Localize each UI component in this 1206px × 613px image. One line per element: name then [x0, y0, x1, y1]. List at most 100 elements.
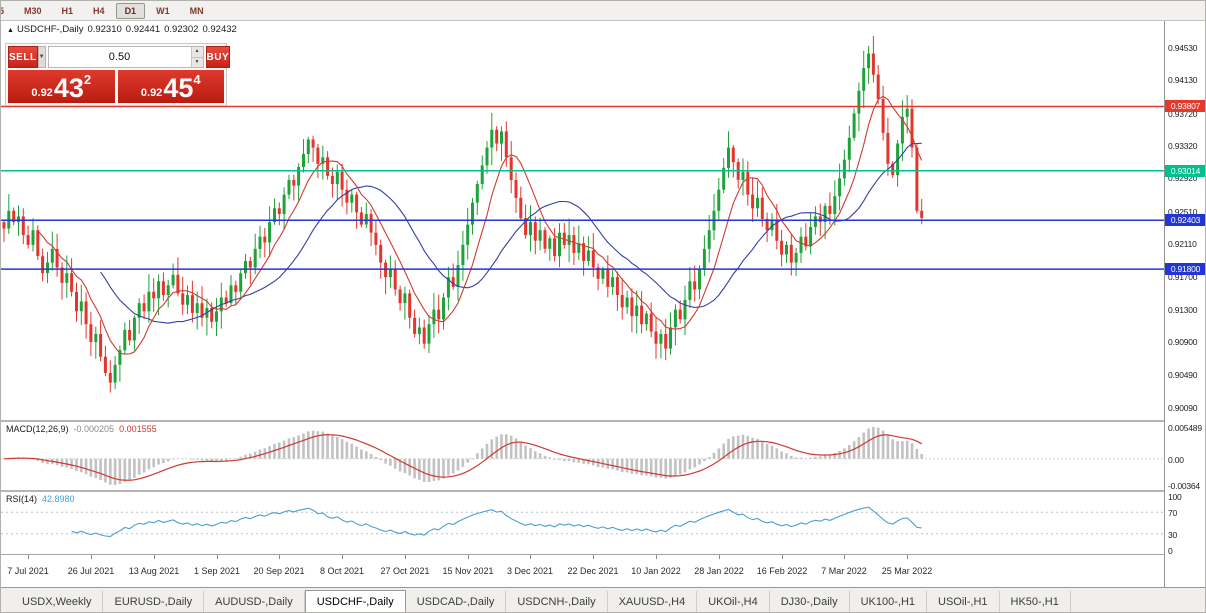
date-label: 20 Sep 2021: [253, 566, 305, 576]
price-axis-label: 0.93720: [1168, 109, 1198, 119]
tab-dj30-daily[interactable]: DJ30-,Daily: [770, 591, 850, 612]
tab-xauusd-h4[interactable]: XAUUSD-,H4: [608, 591, 698, 612]
date-label: 26 Jul 2021: [67, 566, 115, 576]
period-button-d1[interactable]: D1: [115, 2, 146, 19]
date-tick: [593, 555, 594, 559]
hline-price-tag: 0.91800: [1165, 263, 1205, 275]
date-label: 8 Oct 2021: [319, 566, 365, 576]
volume-increase-button[interactable]: ▲: [191, 47, 203, 58]
volume-dropdown-button[interactable]: ▼: [37, 46, 46, 68]
macd-chart[interactable]: [1, 422, 1164, 490]
sell-price-prefix: 0.92: [31, 87, 53, 99]
date-label: 16 Feb 2022: [756, 566, 808, 576]
price-axis-label: 0.94530: [1168, 43, 1198, 53]
tab-uk100-h1[interactable]: UK100-,H1: [850, 591, 928, 612]
date-tick: [719, 555, 720, 559]
hline-price-tag: 0.92403: [1165, 214, 1205, 226]
price-axis-label: 0.91700: [1168, 272, 1198, 282]
rsi-chart[interactable]: [1, 492, 1164, 554]
period-button-mn[interactable]: MN: [189, 5, 204, 16]
volume-field: ▲ ▼: [47, 46, 204, 68]
period-button-5[interactable]: 5: [1, 3, 13, 19]
time-axis[interactable]: 7 Jul 2021 26 Jul 2021 13 Aug 2021 1 Sep 20…: [1, 555, 1164, 587]
date-label: 27 Oct 2021: [380, 566, 430, 576]
period-toolbar: 5 M30 H1 H4 D1 W1 MN: [1, 1, 1205, 21]
tab-usoil-h1[interactable]: USOil-,H1: [927, 591, 1000, 612]
date-tick: [217, 555, 218, 559]
price-axis[interactable]: 0.94530 0.94130 0.93720 0.93320 0.92920 0.925…: [1164, 21, 1205, 587]
sell-price-sup: 2: [83, 72, 92, 87]
price-axis-label: 0.92920: [1168, 173, 1198, 183]
date-tick: [468, 555, 469, 559]
sell-price-big: 43: [53, 73, 84, 103]
period-button-m30[interactable]: M30: [24, 5, 42, 16]
sell-button[interactable]: SELL: [8, 46, 38, 68]
macd-panel: MACD(12,26,9) -0.000205 0.001555: [1, 422, 1164, 490]
macd-axis-label: 0.005489: [1168, 423, 1202, 433]
date-tick: [782, 555, 783, 559]
hline-price-tag: 0.93807: [1165, 100, 1205, 112]
rsi-axis-label: 70: [1168, 508, 1178, 518]
volume-input[interactable]: [48, 47, 191, 67]
hline-price-tag: 0.93014: [1165, 165, 1205, 177]
tab-audusd-daily[interactable]: AUDUSD-,Daily: [204, 591, 305, 612]
tab-hk50-h1[interactable]: HK50-,H1: [1000, 591, 1071, 612]
tab-eurusd-daily[interactable]: EURUSD-,Daily: [103, 591, 205, 612]
rsi-axis-label: 0: [1168, 546, 1173, 556]
price-axis-label: 0.90090: [1168, 403, 1198, 413]
volume-decrease-button[interactable]: ▼: [191, 57, 203, 67]
date-label: 7 Jul 2021: [7, 566, 49, 576]
buy-price-big: 45: [163, 73, 194, 103]
quote-open: 0.92310: [87, 24, 122, 35]
quote-close: 0.92432: [202, 24, 237, 35]
date-label: 10 Jan 2022: [631, 566, 681, 576]
candlestick-chart[interactable]: [1, 21, 1164, 420]
chart-area[interactable]: ▲ USDCHF-,Daily 0.92310 0.92441 0.92302 0.924…: [1, 21, 1164, 420]
tab-usdchf-daily[interactable]: USDCHF-,Daily: [304, 590, 406, 612]
date-label: 15 Nov 2021: [442, 566, 494, 576]
date-label: 13 Aug 2021: [128, 566, 180, 576]
panel-separator[interactable]: [1, 554, 1205, 555]
tab-ukoil-h4[interactable]: UKOil-,H4: [697, 591, 770, 612]
tab-usdcad-daily[interactable]: USDCAD-,Daily: [406, 591, 507, 612]
date-tick: [28, 555, 29, 559]
date-label: 25 Mar 2022: [881, 566, 933, 576]
sell-price-display[interactable]: 0.92 43 2: [8, 70, 115, 103]
buy-price-prefix: 0.92: [140, 87, 163, 99]
rsi-value: 42.8980: [42, 494, 75, 504]
quote-high: 0.92441: [125, 24, 161, 35]
price-axis-label: 0.90900: [1168, 337, 1198, 347]
panel-separator[interactable]: [1, 420, 1205, 422]
buy-price-display[interactable]: 0.92 45 4: [117, 70, 224, 103]
buy-button[interactable]: BUY: [205, 46, 231, 68]
date-label: 22 Dec 2021: [567, 566, 619, 576]
macd-signal-value: 0.001555: [119, 424, 157, 434]
period-button-w1[interactable]: W1: [156, 5, 170, 16]
date-tick: [279, 555, 280, 559]
date-label: 7 Mar 2022: [821, 566, 867, 576]
date-tick: [342, 555, 343, 559]
rsi-axis-label: 100: [1168, 492, 1182, 502]
quote-low: 0.92302: [164, 24, 199, 35]
period-button-h4[interactable]: H4: [93, 5, 105, 16]
volume-spinner: ▲ ▼: [190, 47, 203, 67]
date-label: 3 Dec 2021: [506, 566, 554, 576]
one-click-collapse-icon[interactable]: ▲: [7, 27, 14, 34]
date-tick: [405, 555, 406, 559]
date-label: 28 Jan 2022: [694, 566, 744, 576]
rsi-panel: RSI(14) 42.8980: [1, 492, 1164, 554]
date-tick: [154, 555, 155, 559]
rsi-axis-label: 30: [1168, 530, 1178, 540]
price-axis-label: 0.90490: [1168, 370, 1198, 380]
tab-usdcnh-daily[interactable]: USDCNH-,Daily: [506, 591, 608, 612]
price-axis-label: 0.94130: [1168, 75, 1198, 85]
macd-main-value: -0.000205: [73, 424, 115, 434]
macd-axis-label: 0.00: [1168, 455, 1184, 465]
price-axis-label: 0.91300: [1168, 305, 1198, 315]
period-button-h1[interactable]: H1: [61, 5, 74, 16]
date-tick: [530, 555, 531, 559]
tab-usdx-weekly[interactable]: USDX,Weekly: [11, 591, 104, 612]
panel-separator[interactable]: [1, 490, 1205, 492]
